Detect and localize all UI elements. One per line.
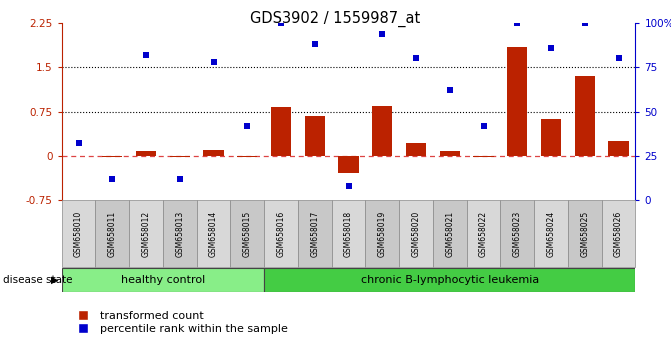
Bar bbox=[271, 107, 291, 156]
Bar bbox=[95, 200, 130, 267]
Bar bbox=[366, 200, 399, 267]
Bar bbox=[163, 200, 197, 267]
Text: GSM658011: GSM658011 bbox=[108, 211, 117, 257]
Point bbox=[580, 20, 590, 26]
Text: GSM658015: GSM658015 bbox=[243, 211, 252, 257]
Text: GSM658026: GSM658026 bbox=[614, 211, 623, 257]
Bar bbox=[467, 200, 501, 267]
Bar bbox=[372, 105, 393, 156]
Point bbox=[478, 123, 489, 129]
Bar bbox=[568, 200, 602, 267]
Text: GSM658021: GSM658021 bbox=[446, 211, 454, 257]
Text: chronic B-lymphocytic leukemia: chronic B-lymphocytic leukemia bbox=[361, 275, 539, 285]
Bar bbox=[230, 200, 264, 267]
Bar bbox=[170, 156, 190, 157]
Point bbox=[444, 87, 455, 93]
Bar bbox=[264, 268, 635, 292]
Text: GSM658023: GSM658023 bbox=[513, 211, 522, 257]
Bar bbox=[298, 200, 331, 267]
Bar bbox=[136, 151, 156, 156]
Text: GDS3902 / 1559987_at: GDS3902 / 1559987_at bbox=[250, 11, 421, 27]
Text: GSM658020: GSM658020 bbox=[411, 211, 421, 257]
Bar bbox=[406, 143, 426, 156]
Text: GSM658025: GSM658025 bbox=[580, 211, 589, 257]
Point bbox=[276, 20, 287, 26]
Bar bbox=[602, 200, 635, 267]
Bar bbox=[62, 200, 95, 267]
Text: GSM658010: GSM658010 bbox=[74, 211, 83, 257]
Bar bbox=[331, 200, 366, 267]
Bar bbox=[399, 200, 433, 267]
Text: GSM658019: GSM658019 bbox=[378, 211, 387, 257]
Point bbox=[107, 176, 117, 182]
Text: GSM658014: GSM658014 bbox=[209, 211, 218, 257]
Bar bbox=[609, 141, 629, 156]
Text: GSM658022: GSM658022 bbox=[479, 211, 488, 257]
Bar bbox=[507, 47, 527, 156]
Bar bbox=[433, 200, 467, 267]
Text: disease state: disease state bbox=[3, 275, 73, 285]
Point bbox=[174, 176, 185, 182]
Legend: transformed count, percentile rank within the sample: transformed count, percentile rank withi… bbox=[67, 307, 292, 339]
Bar bbox=[574, 76, 595, 156]
Text: GSM658024: GSM658024 bbox=[547, 211, 556, 257]
Point bbox=[512, 20, 523, 26]
Bar bbox=[264, 200, 298, 267]
Point bbox=[377, 31, 388, 36]
Point bbox=[546, 45, 556, 51]
Point bbox=[141, 52, 152, 58]
Bar bbox=[197, 200, 230, 267]
Bar bbox=[474, 156, 494, 157]
Bar bbox=[102, 156, 123, 157]
Bar bbox=[305, 116, 325, 156]
Point bbox=[73, 141, 84, 146]
Bar bbox=[62, 268, 264, 292]
Point bbox=[208, 59, 219, 65]
Bar bbox=[534, 200, 568, 267]
Text: ▶: ▶ bbox=[51, 275, 59, 285]
Point bbox=[309, 41, 320, 47]
Text: GSM658017: GSM658017 bbox=[310, 211, 319, 257]
Point bbox=[613, 56, 624, 61]
Point bbox=[344, 183, 354, 189]
Point bbox=[411, 56, 421, 61]
Bar bbox=[203, 150, 223, 156]
Bar bbox=[130, 200, 163, 267]
Bar bbox=[440, 151, 460, 156]
Bar bbox=[338, 156, 359, 173]
Text: GSM658016: GSM658016 bbox=[276, 211, 286, 257]
Text: GSM658012: GSM658012 bbox=[142, 211, 150, 257]
Text: healthy control: healthy control bbox=[121, 275, 205, 285]
Bar bbox=[238, 156, 258, 157]
Bar bbox=[501, 200, 534, 267]
Text: GSM658013: GSM658013 bbox=[175, 211, 185, 257]
Point bbox=[242, 123, 253, 129]
Bar bbox=[541, 119, 561, 156]
Text: GSM658018: GSM658018 bbox=[344, 211, 353, 257]
